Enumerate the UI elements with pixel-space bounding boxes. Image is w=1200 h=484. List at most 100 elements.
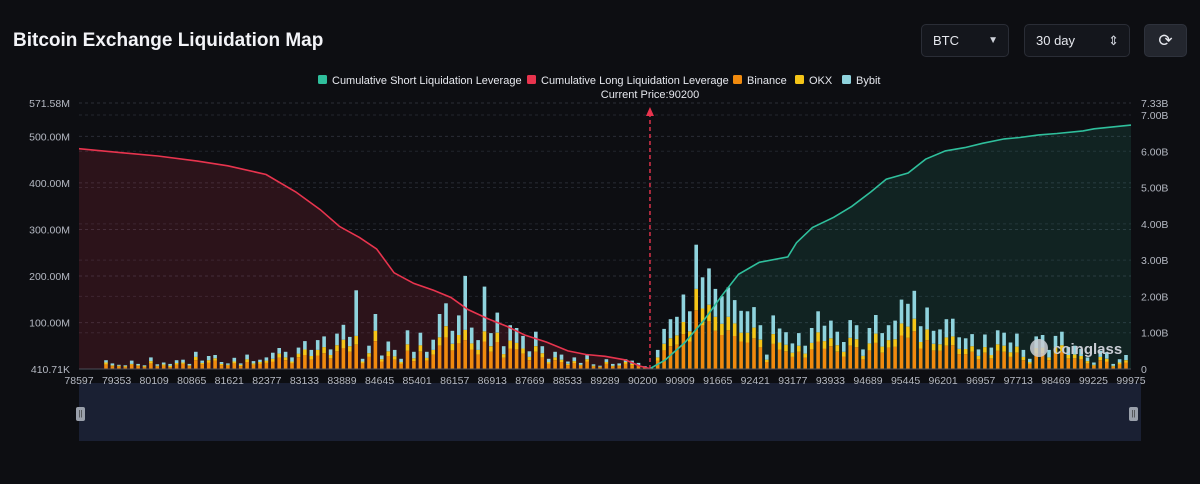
binance-bar [752, 338, 756, 369]
okx-bar [328, 355, 333, 359]
bybit-bar [995, 330, 1000, 345]
binance-bar [495, 342, 500, 369]
binance-bar [1092, 365, 1096, 369]
bybit-bar [482, 286, 487, 332]
okx-bar [1092, 364, 1096, 366]
okx-bar [174, 362, 179, 365]
x-tick-label: 99225 [1079, 375, 1108, 387]
okx-bar [501, 354, 506, 358]
binance-bar [1111, 366, 1115, 369]
binance-bar [271, 361, 275, 369]
okx-bar [931, 343, 936, 351]
binance-bar [938, 350, 942, 369]
range-select[interactable]: 30 day ⇕ [1024, 24, 1130, 57]
x-tick-label: 81621 [215, 375, 244, 387]
bybit-bar [226, 363, 230, 365]
long-cumulative-line [78, 147, 651, 370]
bybit-bar [867, 328, 872, 344]
bybit-bar [194, 351, 198, 357]
bybit-bar [809, 328, 814, 343]
binance-bar [745, 342, 750, 369]
bybit-bar [720, 296, 724, 324]
zoom-slider-track[interactable] [79, 383, 1141, 441]
bybit-bar [604, 359, 609, 362]
bybit-bar [598, 365, 602, 367]
bybit-bar [450, 330, 455, 344]
binance-bar [425, 360, 429, 369]
bybit-bar [700, 277, 705, 309]
okx-bar [412, 358, 416, 362]
binance-bar [437, 345, 442, 369]
binance-bar [489, 351, 493, 369]
okx-bar [540, 353, 545, 358]
binance-bar [174, 364, 179, 369]
okx-bar [1079, 356, 1083, 360]
current-price-arrow [645, 107, 654, 116]
binance-bar [951, 345, 955, 369]
bybit-bar [296, 347, 301, 354]
binance-bar [886, 347, 891, 369]
binance-bar [809, 349, 814, 369]
okx-bar [1066, 355, 1071, 359]
binance-bar [688, 341, 692, 369]
okx-bar [437, 337, 442, 346]
okx-bar [373, 330, 378, 341]
legend-swatch [842, 75, 851, 84]
okx-bar [880, 346, 884, 353]
okx-bar [925, 329, 929, 341]
binance-bar [444, 337, 448, 369]
coin-select[interactable]: BTC ▼ [921, 24, 1009, 57]
binance-bar [431, 354, 435, 369]
okx-bar [277, 353, 281, 358]
okx-bar [790, 352, 795, 357]
binance-bar [816, 341, 820, 369]
bybit-bar [1098, 350, 1103, 357]
okx-bar [527, 356, 532, 361]
bybit-bar [1008, 342, 1013, 353]
x-tick-label: 89289 [590, 375, 619, 387]
slider-handle-left[interactable]: || [76, 407, 85, 421]
binance-bar [822, 348, 827, 369]
binance-bar [829, 346, 833, 369]
bybit-bar [136, 363, 140, 366]
bybit-bar [713, 288, 718, 317]
bybit-bar [790, 343, 795, 353]
range-select-value: 30 day [1036, 33, 1076, 48]
bybit-bar [412, 351, 416, 359]
binance-bar [739, 341, 743, 369]
bybit-bar [944, 319, 949, 338]
binance-bar [457, 343, 461, 369]
x-tick-label: 96201 [929, 375, 958, 387]
binance-bar [238, 366, 243, 369]
bybit-bar [1092, 362, 1096, 365]
binance-bar [200, 364, 204, 369]
okx-bar [392, 356, 397, 360]
okx-bar [739, 332, 743, 342]
bybit-bar [469, 327, 474, 344]
coin-select-value: BTC [933, 33, 959, 48]
bybit-bar [854, 325, 859, 340]
bybit-bar [707, 268, 711, 305]
binance-bar [354, 344, 358, 369]
binance-bar [976, 359, 981, 369]
bybit-bar [251, 361, 256, 364]
bybit-bar [264, 357, 269, 361]
bybit-bar [951, 318, 955, 337]
legend-swatch [527, 75, 536, 84]
slider-handle-right[interactable]: || [1129, 407, 1138, 421]
okx-bar [110, 365, 115, 367]
bybit-bar [797, 333, 801, 346]
binance-bar [360, 363, 365, 369]
okx-bar [495, 332, 500, 342]
refresh-button[interactable]: ⟳ [1144, 24, 1187, 57]
bybit-bar [803, 345, 807, 354]
okx-bar [482, 331, 487, 342]
x-tick-label: 84645 [365, 375, 394, 387]
okx-bar [514, 342, 519, 350]
okx-bar [1105, 358, 1109, 362]
page-title: Bitcoin Exchange Liquidation Map [13, 30, 324, 51]
bybit-bar [1066, 347, 1071, 355]
binance-bar [578, 365, 583, 369]
binance-bar [450, 350, 455, 369]
bybit-bar [476, 340, 480, 350]
